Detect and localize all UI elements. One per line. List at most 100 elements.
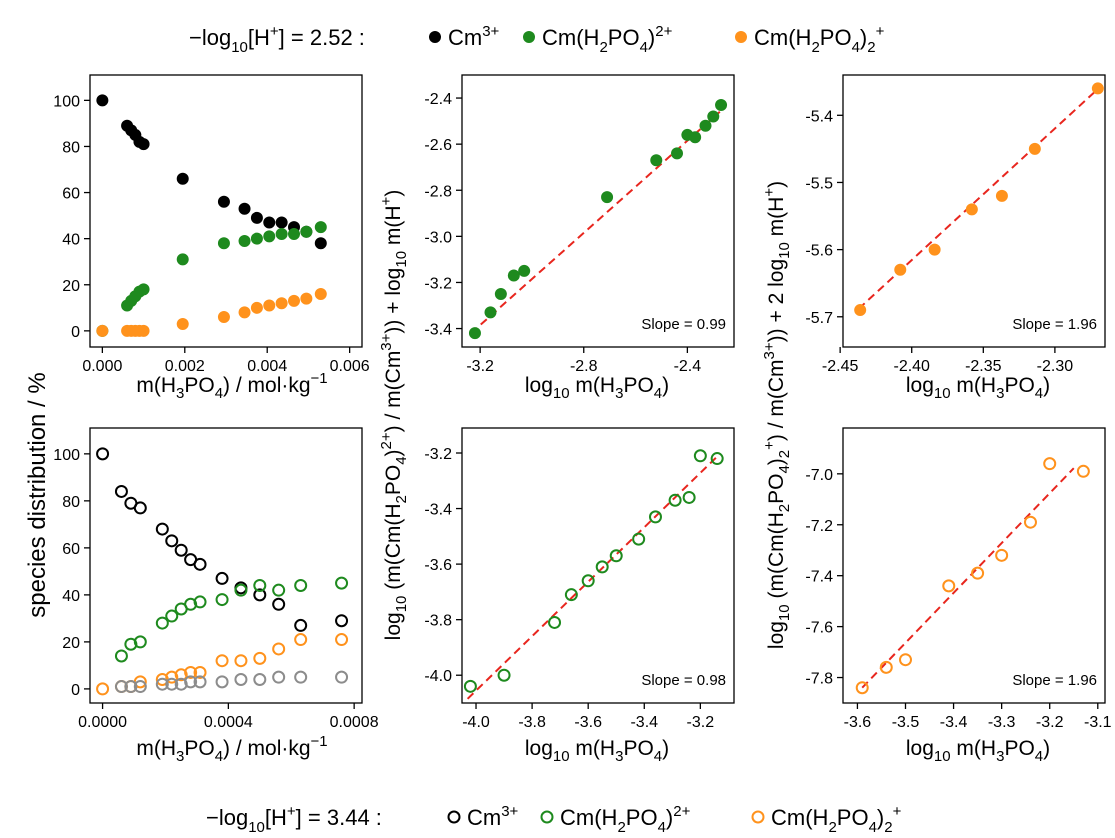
legend-bottom: −log10[H+] = 3.44 : Cm3+ Cm(H2PO4)2+ Cm(…	[206, 803, 902, 836]
panel-2-ytick-label: -3.4	[424, 322, 452, 339]
panel-4-series-1-point	[215, 571, 229, 585]
panel-1-series-1-point	[238, 202, 251, 215]
panel-1-series-2-point	[275, 228, 288, 241]
panel1-xlabel: m(H3PO4) / mol·kg−1	[136, 370, 327, 402]
panel-4-series-3-point	[234, 654, 248, 668]
panel-5-series-1-point	[463, 679, 477, 693]
panel-1-series-3-point	[176, 317, 189, 330]
panel-5-ytick-label: -4.0	[424, 668, 452, 685]
panel-4-series-4-point	[133, 680, 147, 694]
panel-4: 0.0000 0.0004 0.0008 0 20 40 60 80 100	[53, 427, 379, 731]
panel-4-series-2-point	[133, 635, 147, 649]
panel-2-series-1-point	[494, 287, 507, 300]
panel-1: 0.000 0.002 0.004 0.006 0 20 40 60 80 100	[53, 74, 370, 375]
panel-5-series-1-point	[648, 510, 662, 524]
panel-3-slope-annotation: Slope = 1.96	[1012, 316, 1097, 333]
panel-5-series-1-point	[564, 588, 578, 602]
panel-5-xtick-label: -3.8	[518, 714, 546, 731]
panel-4-series-2-point	[294, 578, 308, 592]
panel-1-series-1-point	[217, 195, 230, 208]
panel-2-series-1-point	[715, 98, 728, 111]
panel-3-xtick-label: -2.40	[893, 358, 930, 375]
panel-4-series-1-point	[165, 534, 179, 548]
panel-5-series-1-point	[632, 532, 646, 546]
panel5-xlabel: log10 m(H3PO4)	[525, 737, 669, 765]
legend-top-marker-complex1	[523, 31, 535, 43]
panel-3-xtick-label: -2.30	[1037, 358, 1074, 375]
panel-3-series-1-point	[995, 189, 1008, 202]
panel-2-series-1-point	[689, 131, 702, 144]
panel-1-series-3-point	[250, 301, 263, 314]
panel-2-ytick-label: -3.0	[424, 229, 452, 246]
panel2-xlabel: log10 m(H3PO4)	[525, 374, 669, 402]
panel-4-series-2-point	[114, 649, 128, 663]
panel-6-ytick-label: -7.6	[805, 620, 833, 637]
panel-4-series-3-point	[253, 651, 267, 665]
panel-1-series-1-point	[250, 211, 263, 224]
panel-2-xtick-label: -3.2	[466, 358, 494, 375]
panel-1-series-2-point	[263, 230, 276, 243]
panel-4-series-1-point	[193, 557, 207, 571]
panel-1-series-2-point	[300, 225, 313, 238]
panel-4-series-4-point	[294, 670, 308, 684]
panel-1-series-2-point	[238, 234, 251, 247]
panel-4-ytick-label: 100	[53, 447, 80, 464]
panel-5-ytick-label: -3.4	[424, 502, 452, 519]
panel-6-ytick-label: -7.0	[805, 467, 833, 484]
panel-1-series-2-point	[176, 253, 189, 266]
panel-1-series-3-point	[217, 311, 230, 324]
panel-4-series-3-point	[272, 642, 286, 656]
panel-6-frame	[842, 427, 1106, 704]
panel-4-frame	[89, 427, 363, 704]
legend-top-marker-cm	[429, 31, 441, 43]
panel-4-series-4-point	[234, 672, 248, 686]
panel-4-series-2-point	[215, 593, 229, 607]
panel-5-series-1-point	[548, 615, 562, 629]
panel-3-xtick-label: -2.45	[822, 358, 859, 375]
legend-bottom-label-complex1: Cm(H2PO4)2+	[560, 803, 691, 836]
panel-4-series-4-point	[193, 675, 207, 689]
panel-4-series-2-point	[165, 609, 179, 623]
panel-3: -2.45 -2.40 -2.35 -2.30 -5.7 -5.6 -5.5 -5.4 Slop…	[805, 74, 1106, 375]
panel-6-series-1-point	[855, 681, 869, 695]
panel-5-ytick-label: -3.2	[424, 446, 452, 463]
panel-4-series-3-point	[335, 633, 349, 647]
legend-top: −log10[H+] = 2.52 : Cm3+ Cm(H2PO4)2+ Cm(…	[189, 23, 885, 56]
panel-4-series-4-point	[215, 675, 229, 689]
panel-3-series-1-point	[1028, 142, 1041, 155]
panel-1-xtick-label: 0.000	[82, 358, 122, 375]
panel-2-xtick-label: -2.4	[674, 358, 702, 375]
species-ylabel: species distribution / %	[24, 372, 51, 617]
panel-4-series-2-point	[234, 583, 248, 597]
panel-3-ytick-label: -5.5	[805, 175, 833, 192]
panel-4-series-4-point	[272, 670, 286, 684]
panel-4-series-4-point	[124, 680, 138, 694]
panel-2-ytick-label: -2.4	[424, 91, 452, 108]
panel-5-series-1-point	[595, 560, 609, 574]
panel-1-series-3-point	[314, 287, 327, 300]
legend-bottom-condition: −log10[H+] = 3.44 :	[206, 803, 382, 836]
panel-6-series-1-point	[971, 566, 985, 580]
panel-3-xtick-label: -2.35	[965, 358, 1002, 375]
panel-2-frame	[461, 74, 735, 348]
panel-5-series-1-point	[710, 452, 724, 466]
panel-4-series-1-point	[253, 588, 267, 602]
panel-3-series-1-point	[894, 263, 907, 276]
panel-1-series-2-point	[314, 221, 327, 234]
panel-4-series-4-point	[165, 677, 179, 691]
panel-4-ytick-label: 20	[62, 635, 80, 652]
panel-5-slope-annotation: Slope = 0.98	[641, 672, 726, 689]
panel-3-series-1-point	[965, 203, 978, 216]
panel-4-ytick-label: 80	[62, 494, 80, 511]
panel-1-ytick-label: 20	[62, 278, 80, 295]
panel-6: -3.6 -3.5 -3.4 -3.3 -3.2 -3.1 -7.8 -7.6 -7.4 -7.2…	[805, 427, 1112, 731]
panel-5-xtick-label: -4.0	[462, 714, 490, 731]
panel-5-series-1-point	[682, 490, 696, 504]
panel-6-xtick-label: -3.6	[844, 714, 872, 731]
panel-4-series-1-point	[155, 522, 169, 536]
legend-bottom-marker-cm	[447, 810, 461, 824]
panel-3-series-1-point	[1091, 82, 1104, 95]
panel-4-series-3-point	[294, 633, 308, 647]
col3-ylabel: log10 (m(Cm(H2PO4)2+) / m(Cm3+)) + 2 log…	[761, 181, 793, 649]
panel-6-ytick-label: -7.4	[805, 569, 833, 586]
